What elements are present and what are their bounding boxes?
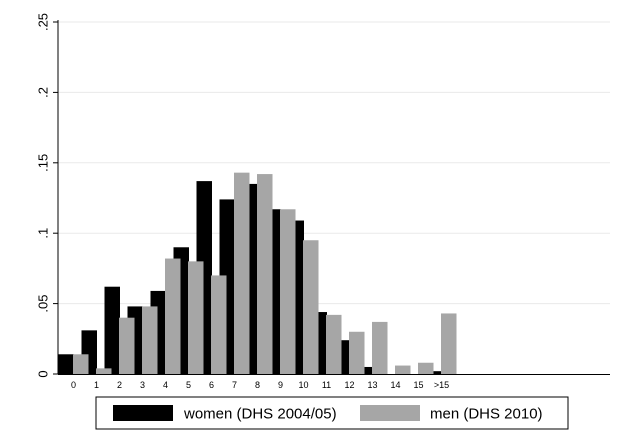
bar-men-4 — [165, 258, 181, 374]
x-tick-labels: 0 1 2 3 4 5 6 7 8 9 10 11 12 13 14 15 >15 — [71, 380, 449, 390]
x-tick-label: 14 — [390, 380, 400, 390]
legend: women (DHS 2004/05) men (DHS 2010) — [95, 396, 569, 430]
bar-men-7 — [234, 172, 250, 374]
bar-women-2 — [104, 286, 120, 374]
x-tick-label: 6 — [209, 380, 214, 390]
bar-men-16 — [441, 313, 457, 374]
y-tick-label: .2 — [36, 87, 51, 98]
legend-label-women: women (DHS 2004/05) — [183, 406, 337, 423]
y-tick-label: .05 — [36, 295, 51, 313]
bar-men-12 — [349, 331, 365, 374]
legend-swatch-men — [360, 405, 420, 421]
bar-men-6 — [211, 275, 227, 374]
x-tick-label: 5 — [186, 380, 191, 390]
bar-men-13 — [372, 321, 388, 374]
x-tick-label: 10 — [298, 380, 308, 390]
x-tick-label: 4 — [163, 380, 168, 390]
bar-men-15 — [418, 362, 434, 374]
x-tick-label: 7 — [232, 380, 237, 390]
bar-women-0 — [58, 354, 74, 374]
bar-men-8 — [257, 174, 273, 374]
legend-label-men: men (DHS 2010) — [430, 406, 543, 423]
bars — [58, 172, 457, 374]
y-tick-label: .25 — [36, 13, 51, 31]
bar-men-9 — [280, 209, 296, 374]
legend-swatch-women — [113, 405, 173, 421]
y-gridlines — [58, 21, 610, 305]
axes — [53, 20, 610, 375]
x-tick-label: 3 — [140, 380, 145, 390]
x-tick-label: 12 — [344, 380, 354, 390]
x-tick-label: 0 — [71, 380, 76, 390]
bar-men-5 — [188, 261, 204, 374]
bar-men-2 — [119, 317, 135, 374]
y-tick-label: .1 — [36, 228, 51, 239]
x-tick-label: 13 — [367, 380, 377, 390]
x-tick-label: 15 — [413, 380, 423, 390]
y-tick-labels: 0 .05 .1 .15 .2 .25 — [36, 13, 51, 378]
bar-men-10 — [303, 240, 319, 374]
legend-box — [95, 396, 569, 430]
y-tick-label: .15 — [36, 154, 51, 172]
x-tick-label: 2 — [117, 380, 122, 390]
bar-women-16 — [426, 371, 442, 374]
x-tick-label: >15 — [434, 380, 449, 390]
y-tick-label: 0 — [36, 370, 51, 377]
x-tick-label: 11 — [322, 380, 331, 390]
x-tick-label: 8 — [255, 380, 260, 390]
bar-men-3 — [142, 306, 158, 374]
bar-men-1 — [96, 368, 112, 374]
bar-women-13 — [357, 366, 373, 374]
x-tick-label: 9 — [278, 380, 283, 390]
bar-men-11 — [326, 314, 342, 374]
bar-men-14 — [395, 365, 411, 374]
x-tick-label: 1 — [94, 380, 99, 390]
bar-men-0 — [73, 354, 89, 374]
